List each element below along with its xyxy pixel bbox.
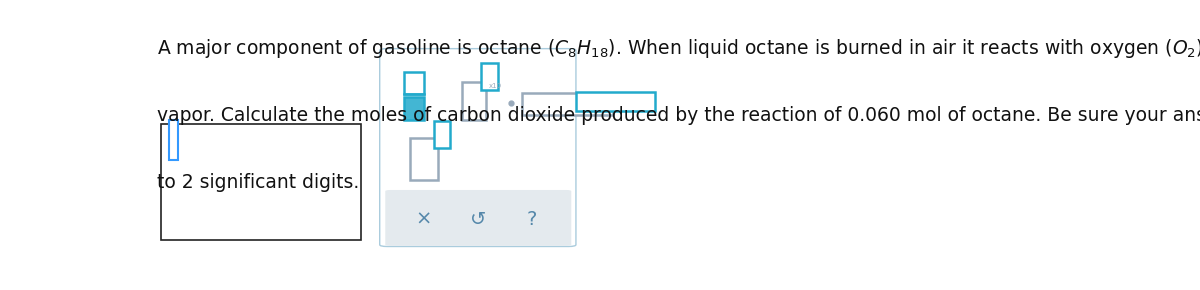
Text: vapor. Calculate the moles of carbon dioxide produced by the reaction of 0.060 m: vapor. Calculate the moles of carbon dio… xyxy=(157,106,1200,125)
Text: to 2 significant digits.: to 2 significant digits. xyxy=(157,173,360,192)
Bar xyxy=(433,121,450,148)
Text: ?: ? xyxy=(527,209,538,229)
Bar xyxy=(576,92,654,111)
Bar xyxy=(404,72,425,94)
Bar xyxy=(168,120,178,160)
Bar xyxy=(404,97,425,120)
Text: ×: × xyxy=(415,209,432,229)
Text: x10: x10 xyxy=(488,83,502,89)
FancyBboxPatch shape xyxy=(379,49,576,246)
Bar xyxy=(410,137,438,180)
Bar xyxy=(522,93,613,115)
Bar xyxy=(404,97,425,120)
Text: ↺: ↺ xyxy=(469,209,486,229)
Bar xyxy=(462,82,486,120)
Text: A major component of gasoline is octane $(C_8H_{18})$. When liquid octane is bur: A major component of gasoline is octane … xyxy=(157,37,1200,60)
Bar xyxy=(481,63,498,90)
Bar xyxy=(161,124,361,240)
FancyBboxPatch shape xyxy=(385,190,571,246)
